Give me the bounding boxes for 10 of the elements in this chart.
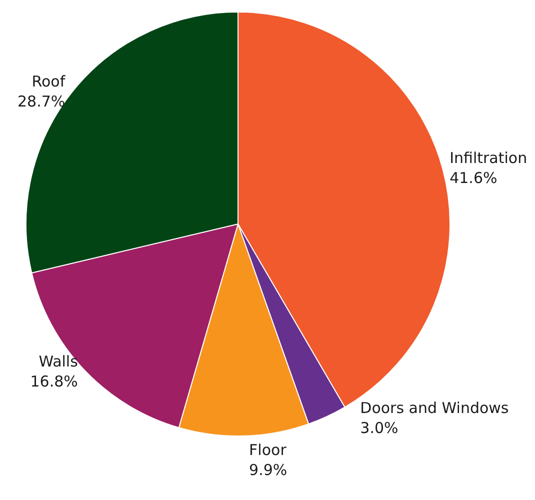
slice-label: Walls [38,352,78,370]
slice-label: Roof [32,72,66,90]
data-label: 41.6% [450,169,498,188]
data-label: 9.9% [249,461,288,480]
data-label: 28.7% [17,92,66,110]
data-label: 16.8% [30,372,78,390]
slice-label: Infiltration [450,149,528,168]
data-label: 3.0% [360,419,398,438]
slice-label: Floor [249,441,288,460]
slice-label: Doors and Windows [360,399,509,418]
